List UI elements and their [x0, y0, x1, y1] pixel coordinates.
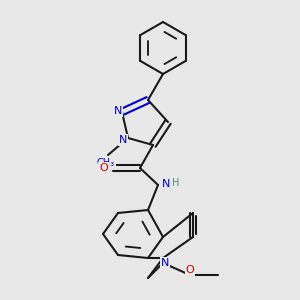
Text: N: N [114, 106, 122, 116]
Text: O: O [99, 163, 108, 173]
Text: H: H [172, 178, 179, 188]
Text: N: N [161, 258, 169, 268]
Text: CH₃: CH₃ [97, 158, 115, 168]
Text: O: O [186, 265, 194, 275]
Text: N: N [119, 135, 127, 145]
Text: N: N [162, 179, 170, 189]
